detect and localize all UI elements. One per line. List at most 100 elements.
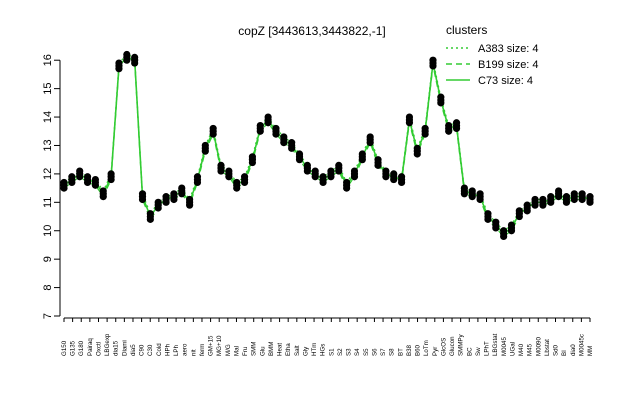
data-point	[343, 178, 351, 187]
data-point	[83, 173, 92, 181]
legend-label: A383 size: 4	[478, 43, 539, 55]
x-tick-label: M0090	[535, 337, 542, 356]
data-point	[358, 150, 366, 158]
data-point	[264, 119, 272, 127]
x-tick-label: Fru	[242, 346, 249, 356]
x-tick-label: HGs	[320, 344, 327, 356]
data-point	[382, 173, 390, 181]
data-point	[115, 65, 123, 73]
data-point	[570, 190, 578, 198]
data-point	[107, 175, 115, 184]
x-tick-label: BMM	[268, 342, 275, 356]
data-point	[578, 190, 586, 198]
x-tick-label: HTm	[311, 343, 318, 356]
data-point	[123, 56, 131, 64]
data-point	[500, 227, 508, 235]
x-tick-label: Gly	[302, 346, 309, 356]
y-tick-label: 7	[42, 313, 54, 319]
x-tick-label: C90	[139, 344, 146, 356]
x-tick-labels: G150 G135 G180 Pairaq Oxctl LBGexp dia15 Diami d…	[61, 318, 594, 356]
y-tick-label: 15	[42, 83, 54, 95]
data-point	[240, 178, 249, 187]
x-tick-label: GM+15	[208, 335, 215, 356]
data-point	[335, 161, 343, 169]
x-tick-label: Lbstat	[544, 339, 551, 356]
y-tick-label: 8	[42, 285, 54, 291]
x-tick-label: M45	[527, 343, 534, 356]
data-point	[91, 175, 100, 184]
x-tick-label: SMMPy	[458, 333, 465, 356]
x-tick-label: BI	[561, 350, 568, 356]
data-point	[99, 193, 107, 201]
data-point	[295, 150, 304, 158]
data-point	[193, 173, 202, 181]
data-point	[578, 195, 586, 204]
data-point	[288, 144, 296, 152]
data-point	[390, 170, 398, 178]
data-point	[225, 173, 233, 181]
data-point	[554, 187, 563, 195]
data-point	[295, 156, 304, 164]
x-tick-label: Glu	[259, 346, 266, 356]
data-point	[68, 178, 76, 187]
data-point	[374, 156, 382, 164]
data-point	[539, 195, 547, 204]
data-point	[146, 210, 154, 218]
data-point	[531, 195, 539, 204]
x-tick-label: M0045	[501, 337, 508, 356]
data-point	[272, 124, 280, 133]
data-point	[562, 193, 571, 201]
data-point	[452, 119, 461, 127]
data-point	[319, 178, 327, 187]
data-point	[500, 232, 508, 241]
x-tick-label: Sd0	[553, 344, 560, 356]
data-point	[382, 167, 390, 175]
data-point	[421, 124, 429, 133]
data-point	[76, 173, 84, 181]
x-tick-label: BT	[397, 348, 404, 356]
x-tick-label: Sw	[475, 347, 482, 356]
data-point	[515, 207, 523, 215]
data-point	[201, 147, 209, 155]
legend-label: C73 size: 4	[478, 75, 533, 87]
data-point	[233, 184, 241, 192]
data-points	[60, 50, 594, 241]
data-point	[539, 201, 547, 209]
data-point	[217, 161, 225, 169]
axes: 7 8 9 10 11 12 13 14 15 16	[42, 54, 590, 319]
x-tick-label: G150	[61, 340, 68, 356]
x-tick-label: S8	[389, 348, 396, 356]
legend-title: clusters	[446, 23, 487, 37]
x-tick-label: MM	[587, 346, 594, 356]
data-point	[154, 204, 162, 212]
data-point	[209, 124, 217, 133]
data-point	[209, 130, 217, 138]
y-tick-label: 12	[42, 168, 54, 180]
data-point	[264, 113, 272, 121]
data-point	[390, 175, 398, 184]
data-point	[445, 121, 453, 130]
data-point	[178, 184, 186, 192]
data-point	[193, 178, 202, 187]
y-tick-label: 10	[42, 225, 54, 237]
data-point	[146, 215, 154, 223]
x-tick-label: S6	[371, 348, 378, 356]
x-tick-label: S2	[337, 348, 344, 356]
data-point	[413, 150, 421, 158]
data-point	[256, 121, 264, 130]
data-point	[319, 173, 327, 181]
x-tick-label: dia5	[130, 344, 137, 356]
x-tick-label: M40	[518, 343, 525, 356]
data-point	[138, 190, 147, 198]
data-point	[350, 173, 359, 181]
y-tick-label: 16	[42, 54, 54, 66]
x-tick-label: B60	[415, 344, 422, 356]
y-tick-label: 14	[42, 111, 54, 123]
data-point	[272, 130, 280, 138]
data-point	[492, 224, 500, 232]
x-tick-label: Cold	[156, 343, 163, 356]
x-tick-label: LBGstat	[492, 333, 499, 356]
data-point	[335, 167, 343, 175]
data-point	[248, 153, 257, 161]
